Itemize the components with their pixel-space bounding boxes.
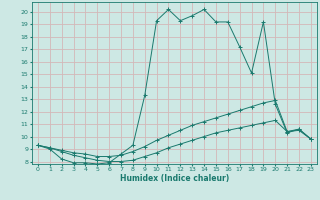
X-axis label: Humidex (Indice chaleur): Humidex (Indice chaleur) (120, 174, 229, 183)
